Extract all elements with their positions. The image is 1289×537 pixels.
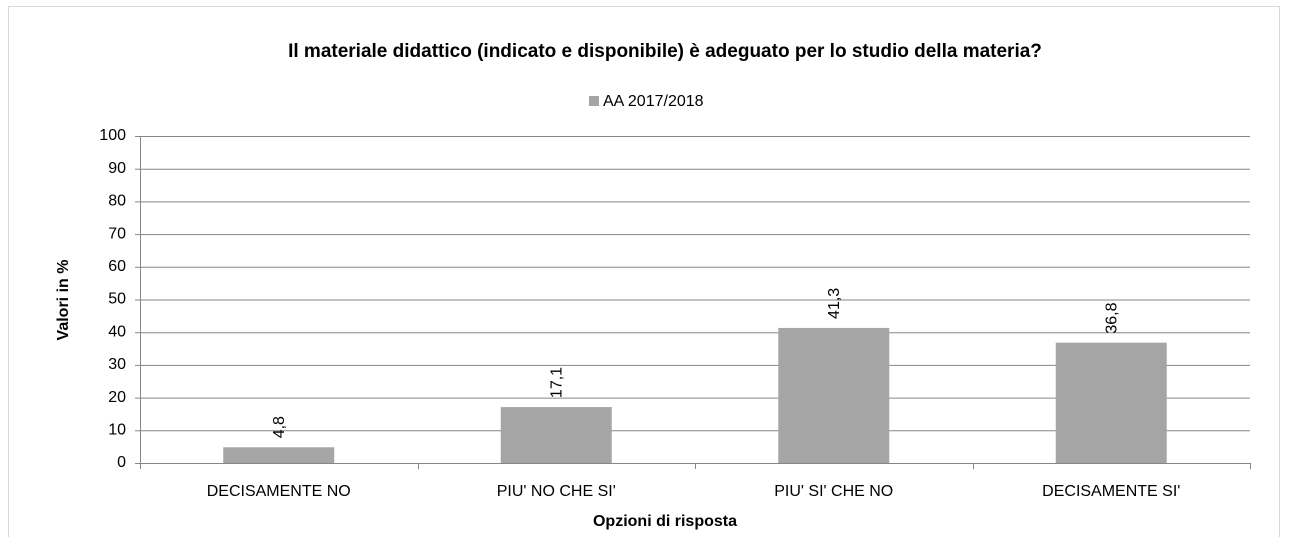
y-tick-label: 40 bbox=[108, 323, 126, 340]
y-tick-label: 0 bbox=[117, 454, 126, 471]
x-tick-label: PIU' SI' CHE NO bbox=[774, 483, 893, 500]
chart-border bbox=[8, 6, 1280, 537]
data-label: 4,8 bbox=[271, 416, 288, 438]
y-axis-title: Valori in % bbox=[55, 260, 72, 341]
bar bbox=[778, 327, 890, 463]
chart-title: Il materiale didattico (indicato e dispo… bbox=[288, 41, 1042, 62]
x-axis-title: Opzioni di risposta bbox=[593, 513, 737, 530]
data-label: 36,8 bbox=[1103, 302, 1120, 333]
y-tick-label: 90 bbox=[108, 160, 126, 177]
y-tick-label: 20 bbox=[108, 389, 126, 406]
y-tick-label: 50 bbox=[108, 291, 126, 308]
bar bbox=[500, 407, 612, 463]
y-tick-label: 100 bbox=[99, 127, 126, 144]
y-tick-label: 10 bbox=[108, 422, 126, 439]
y-tick-label: 80 bbox=[108, 193, 126, 210]
legend-swatch bbox=[589, 96, 599, 106]
bar bbox=[223, 447, 335, 463]
y-tick-label: 60 bbox=[108, 258, 126, 275]
bar bbox=[1055, 342, 1167, 463]
y-tick-label: 30 bbox=[108, 356, 126, 373]
y-tick-label: 70 bbox=[108, 225, 126, 242]
data-label: 41,3 bbox=[826, 288, 843, 319]
x-tick-label: DECISAMENTE NO bbox=[207, 483, 351, 500]
x-tick-label: PIU' NO CHE SI' bbox=[497, 483, 616, 500]
legend-label: AA 2017/2018 bbox=[603, 93, 704, 110]
x-tick-label: DECISAMENTE SI' bbox=[1042, 483, 1180, 500]
data-label: 17,1 bbox=[548, 367, 565, 398]
